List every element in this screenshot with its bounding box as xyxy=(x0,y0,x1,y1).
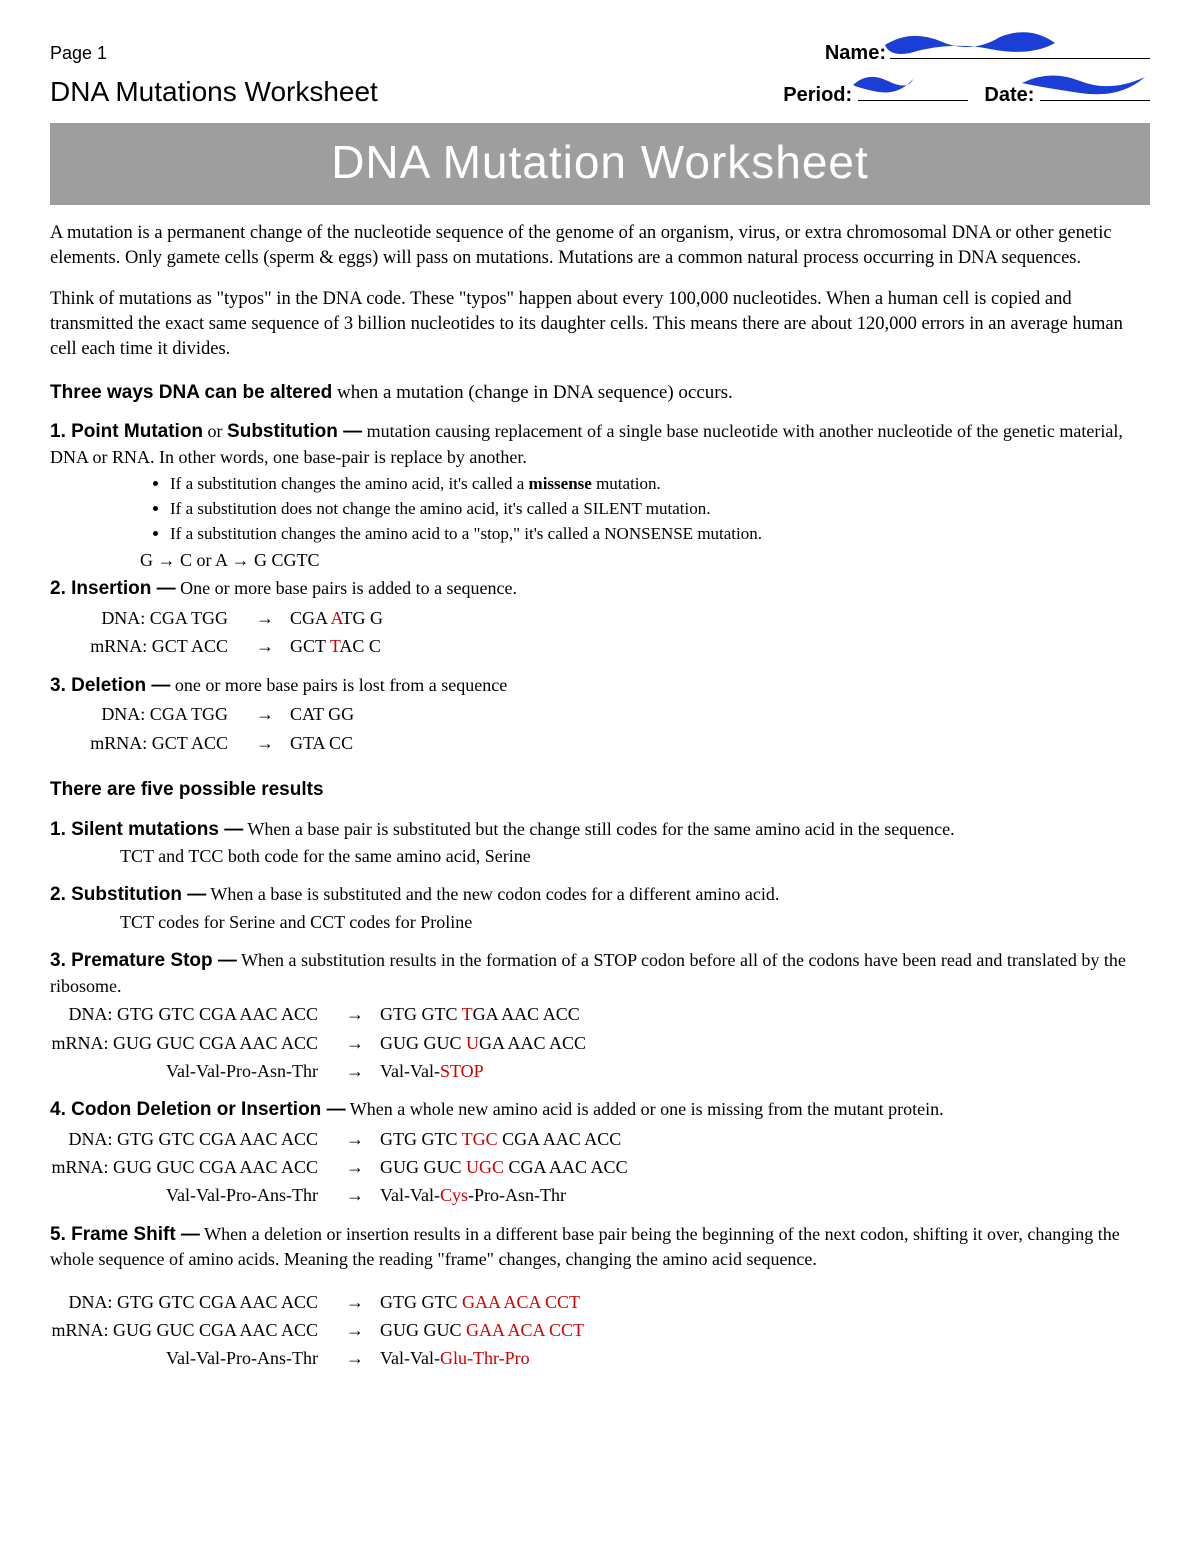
arrow-icon: → xyxy=(330,1127,380,1151)
del-dna-l: DNA: CGA TGG xyxy=(50,702,240,726)
name-label: Name: xyxy=(825,40,886,67)
arrow-icon: → xyxy=(240,634,290,658)
r1-head: 1. Silent mutations — xyxy=(50,819,243,840)
ins-dna-r: CGA ATG G xyxy=(290,606,383,630)
pm-code: G → C or A → G CGTC xyxy=(140,548,1150,572)
deletion-item: 3. Deletion — one or more base pairs is … xyxy=(50,673,1150,755)
pm-bullet-3: If a substitution changes the amino acid… xyxy=(170,523,1150,546)
del-mrna-r: GTA CC xyxy=(290,731,353,755)
r3-dna-row: DNA: GTG GTC CGA AAC ACC→ GTG GTC TGA AA… xyxy=(50,1002,1150,1026)
r2-ex: TCT codes for Serine and CCT codes for P… xyxy=(120,910,1150,934)
arrow-icon: → xyxy=(330,1318,380,1342)
three-ways-rest: when a mutation (change in DNA sequence)… xyxy=(332,382,732,403)
three-ways-heading: Three ways DNA can be altered when a mut… xyxy=(50,380,1150,406)
del-mrna-l: mRNA: GCT ACC xyxy=(50,731,240,755)
ins-dna-row: DNA: CGA TGG → CGA ATG G xyxy=(50,606,1150,630)
r4-aa-row: Val-Val-Pro-Ans-Thr→ Val-Val-Cys-Pro-Asn… xyxy=(50,1183,1150,1207)
del-dna-row: DNA: CGA TGG → CAT GG xyxy=(50,702,1150,726)
scribble-icon xyxy=(1020,69,1150,103)
arrow-icon: → xyxy=(330,1183,380,1207)
arrow-icon: → xyxy=(330,1346,380,1370)
ins-head: 2. Insertion — xyxy=(50,578,176,599)
pm-bullets: If a substitution changes the amino acid… xyxy=(170,473,1150,546)
intro-para-2: Think of mutations as "typos" in the DNA… xyxy=(50,287,1150,362)
r3-head: 3. Premature Stop — xyxy=(50,950,237,971)
r5-head: 5. Frame Shift — xyxy=(50,1224,200,1245)
arrow-icon: → xyxy=(330,1155,380,1179)
del-dna-r: CAT GG xyxy=(290,702,354,726)
ins-mrna-r: GCT TAC C xyxy=(290,634,381,658)
header-row: Page 1 Name: xyxy=(50,40,1150,67)
arrow-icon: → xyxy=(240,606,290,630)
period-date-block: Period: Date: xyxy=(783,82,1150,109)
date-underline xyxy=(1040,83,1150,101)
pm-sub: Substitution — xyxy=(227,421,362,442)
arrow-icon: → xyxy=(330,1002,380,1026)
insertion-item: 2. Insertion — One or more base pairs is… xyxy=(50,576,1150,658)
period-label: Period: xyxy=(783,84,852,106)
results-heading: There are five possible results xyxy=(50,777,1150,803)
pm-or: or xyxy=(203,421,227,441)
page-number: Page 1 xyxy=(50,41,107,65)
scribble-icon xyxy=(880,27,1060,63)
ins-mrna-l: mRNA: GCT ACC xyxy=(50,634,240,658)
banner-title: DNA Mutation Worksheet xyxy=(50,123,1150,205)
r5-dna-row: DNA: GTG GTC CGA AAC ACC→ GTG GTC GAA AC… xyxy=(50,1290,1150,1314)
r1-desc: When a base pair is substituted but the … xyxy=(243,819,954,839)
result-silent: 1. Silent mutations — When a base pair i… xyxy=(50,817,1150,869)
pm-num: 1. Point Mutation xyxy=(50,421,203,442)
arrow-icon: → xyxy=(240,731,290,755)
scribble-icon xyxy=(848,69,918,103)
r4-desc: When a whole new amino acid is added or … xyxy=(346,1099,944,1119)
del-mrna-row: mRNA: GCT ACC → GTA CC xyxy=(50,731,1150,755)
period-underline xyxy=(858,83,968,101)
arrow-icon: → xyxy=(330,1059,380,1083)
result-frame-shift: 5. Frame Shift — When a deletion or inse… xyxy=(50,1222,1150,1371)
intro-para-1: A mutation is a permanent change of the … xyxy=(50,221,1150,271)
three-ways-bold: Three ways DNA can be altered xyxy=(50,382,332,403)
ins-dna-l: DNA: CGA TGG xyxy=(50,606,240,630)
result-premature-stop: 3. Premature Stop — When a substitution … xyxy=(50,948,1150,1083)
arrow-icon: → xyxy=(330,1031,380,1055)
ins-desc: One or more base pairs is added to a seq… xyxy=(176,578,517,598)
r2-head: 2. Substitution — xyxy=(50,884,206,905)
result-codon-del-ins: 4. Codon Deletion or Insertion — When a … xyxy=(50,1097,1150,1208)
ins-mrna-row: mRNA: GCT ACC → GCT TAC C xyxy=(50,634,1150,658)
r1-ex: TCT and TCC both code for the same amino… xyxy=(120,844,1150,868)
name-field: Name: xyxy=(825,40,1150,67)
pm-bullet-2: If a substitution does not change the am… xyxy=(170,498,1150,521)
del-desc: one or more base pairs is lost from a se… xyxy=(170,675,507,695)
title-row: DNA Mutations Worksheet Period: Date: xyxy=(50,73,1150,111)
r3-aa-row: Val-Val-Pro-Asn-Thr→ Val-Val-STOP xyxy=(50,1059,1150,1083)
arrow-icon: → xyxy=(240,702,290,726)
r5-desc: When a deletion or insertion results in … xyxy=(50,1224,1120,1270)
r4-mrna-row: mRNA: GUG GUC CGA AAC ACC→ GUG GUC UGC C… xyxy=(50,1155,1150,1179)
point-mutation-item: 1. Point Mutation or Substitution — muta… xyxy=(50,419,1150,572)
r5-aa-row: Val-Val-Pro-Ans-Thr→ Val-Val-Glu-Thr-Pro xyxy=(50,1346,1150,1370)
result-substitution: 2. Substitution — When a base is substit… xyxy=(50,882,1150,934)
del-head: 3. Deletion — xyxy=(50,675,170,696)
r2-desc: When a base is substituted and the new c… xyxy=(206,884,779,904)
r5-mrna-row: mRNA: GUG GUC CGA AAC ACC→ GUG GUC GAA A… xyxy=(50,1318,1150,1342)
pm-bullet-1: If a substitution changes the amino acid… xyxy=(170,473,1150,496)
r4-dna-row: DNA: GTG GTC CGA AAC ACC→ GTG GTC TGC CG… xyxy=(50,1127,1150,1151)
r3-mrna-row: mRNA: GUG GUC CGA AAC ACC→ GUG GUC UGA A… xyxy=(50,1031,1150,1055)
arrow-icon: → xyxy=(330,1290,380,1314)
name-underline xyxy=(890,41,1150,59)
doc-title: DNA Mutations Worksheet xyxy=(50,73,378,111)
r4-head: 4. Codon Deletion or Insertion — xyxy=(50,1099,346,1120)
